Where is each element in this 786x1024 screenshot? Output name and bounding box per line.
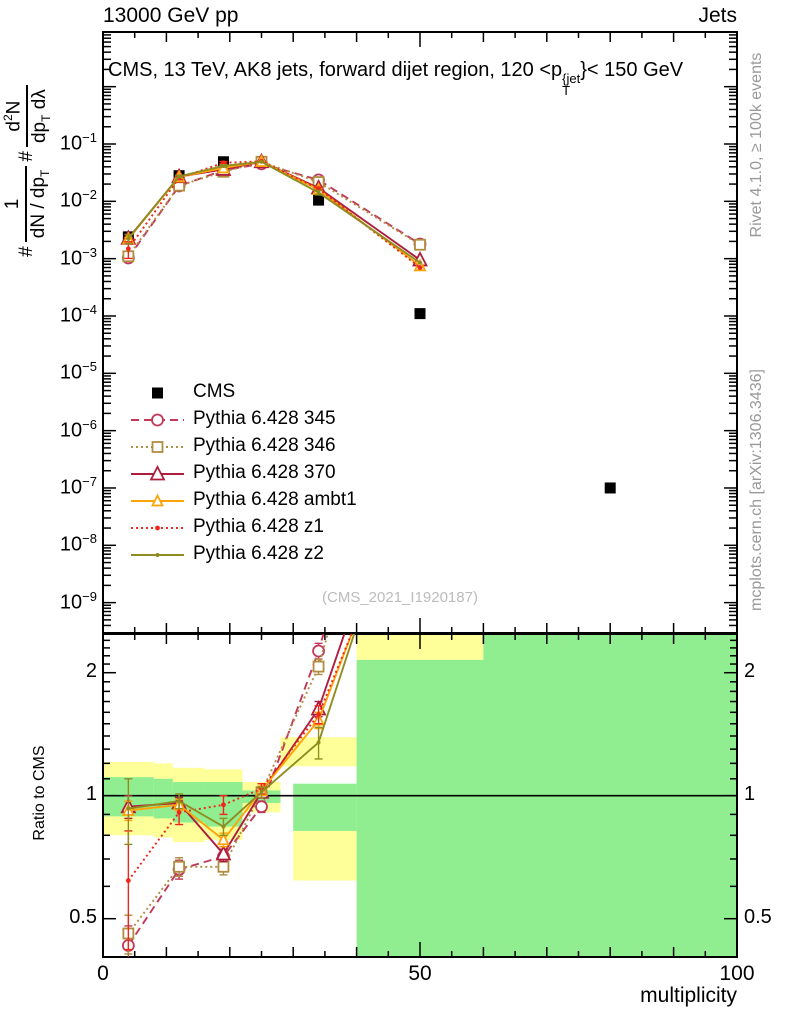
ratio-series-z2 [124, 634, 356, 846]
beam-energy-label: 13000 GeV pp [103, 4, 239, 27]
ratio-y-tick-label-left: 0.5 [69, 905, 97, 928]
plot-title-suffix: }< 150 GeV [580, 59, 684, 81]
main-y-tick-label: 10−4 [59, 301, 97, 327]
main-y-tick-label: 10−6 [59, 416, 97, 442]
main-series-ambt1 [121, 154, 427, 272]
legend-item-cms: CMS [193, 381, 236, 402]
main-y-tick-label: 10−3 [59, 244, 97, 270]
plot-title-supsub: {jet T [562, 71, 581, 98]
main-series-p370 [120, 152, 428, 267]
main-series-p346 [122, 155, 426, 263]
legend-item-p345: Pythia 6.428 345 [193, 408, 336, 429]
x-tick-label: 50 [408, 962, 432, 985]
main-y-tick-label: 10−1 [59, 130, 97, 155]
ratio-y-tick-label-right: 1 [744, 782, 756, 805]
plot-title-sub: T [562, 82, 571, 98]
plot-title-sup: {jet [562, 71, 581, 86]
ratio-y-tick-label-left: 2 [85, 659, 97, 682]
axis-ticks [102, 31, 738, 956]
main-y-tick-label: 10−8 [59, 531, 97, 556]
main-series-z2 [124, 159, 422, 265]
main-y-tick-label: 10−7 [59, 473, 97, 499]
ratio-panel-frame [102, 633, 738, 958]
x-tick-label: 0 [97, 962, 109, 985]
legend [131, 387, 184, 557]
main-y-tick-label: 10−2 [59, 187, 97, 212]
plot-title: CMS, 13 TeV, AK8 jets, forward dijet reg… [108, 59, 684, 98]
main-y-tick-label: 10−5 [59, 359, 97, 384]
x-axis-label: multiplicity [640, 984, 737, 1007]
legend-item-z1: Pythia 6.428 z1 [193, 516, 324, 537]
x-tick-label: 100 [719, 962, 755, 985]
main-y-tick-label: 10−9 [59, 588, 97, 614]
ratio-y-tick-label-right: 0.5 [744, 905, 772, 928]
ratio-y-tick-label-right: 2 [744, 659, 756, 682]
plot-title-prefix: CMS, 13 TeV, AK8 jets, forward dijet reg… [108, 59, 563, 81]
analysis-id-watermark: (CMS_2021_I1920187) [322, 589, 478, 606]
legend-item-z2: Pythia 6.428 z2 [193, 543, 324, 564]
legend-item-p346: Pythia 6.428 346 [193, 435, 336, 456]
legend-item-ambt1: Pythia 6.428 ambt1 [193, 489, 357, 510]
process-label: Jets [698, 4, 737, 27]
main-series-p345 [121, 157, 427, 265]
main-series-z1 [124, 158, 423, 270]
legend-item-p370: Pythia 6.428 370 [193, 462, 336, 483]
ratio-y-tick-label-left: 1 [85, 782, 97, 805]
